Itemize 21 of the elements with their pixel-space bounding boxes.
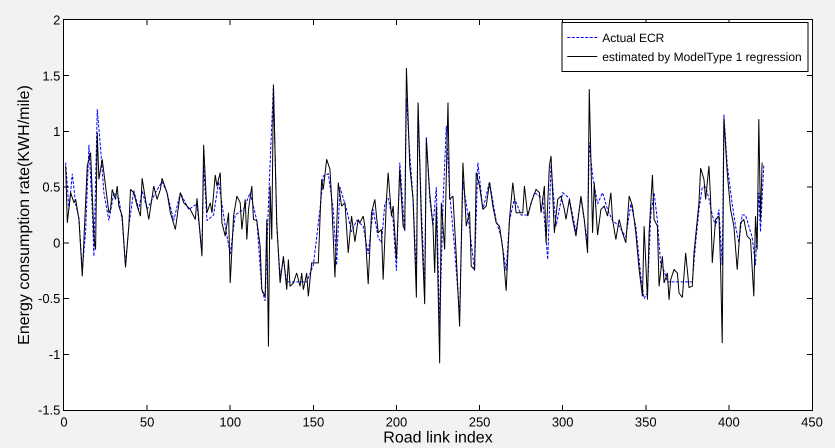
y-tick-label: -1 bbox=[48, 346, 60, 362]
x-tick-label: 100 bbox=[219, 414, 242, 430]
x-tick-label: 350 bbox=[634, 414, 657, 430]
legend-label: Actual ECR bbox=[602, 31, 665, 46]
x-axis-title: Road link index bbox=[383, 430, 493, 447]
x-tick-label: 200 bbox=[386, 414, 408, 430]
x-tick-label: 250 bbox=[468, 414, 490, 430]
y-tick-label: -0.5 bbox=[38, 291, 60, 306]
y-tick-label: 1.5 bbox=[42, 68, 60, 84]
x-tick-label: 300 bbox=[552, 414, 574, 430]
y-tick-label: 0.5 bbox=[42, 180, 60, 195]
x-tick-label: 450 bbox=[801, 414, 823, 430]
y-tick-label: 1 bbox=[53, 124, 60, 139]
y-axis-title: Energy consumption rate(KWH/mile) bbox=[16, 85, 33, 345]
x-tick-label: 400 bbox=[718, 414, 740, 430]
x-tick-label: 150 bbox=[302, 414, 324, 430]
y-tick-label: 0 bbox=[53, 235, 60, 250]
x-tick-label: 50 bbox=[140, 414, 154, 430]
legend-label: estimated by ModelType 1 regression bbox=[602, 50, 802, 64]
y-tick-label: -1.5 bbox=[38, 402, 60, 418]
y-tick-label: 2 bbox=[53, 12, 60, 28]
